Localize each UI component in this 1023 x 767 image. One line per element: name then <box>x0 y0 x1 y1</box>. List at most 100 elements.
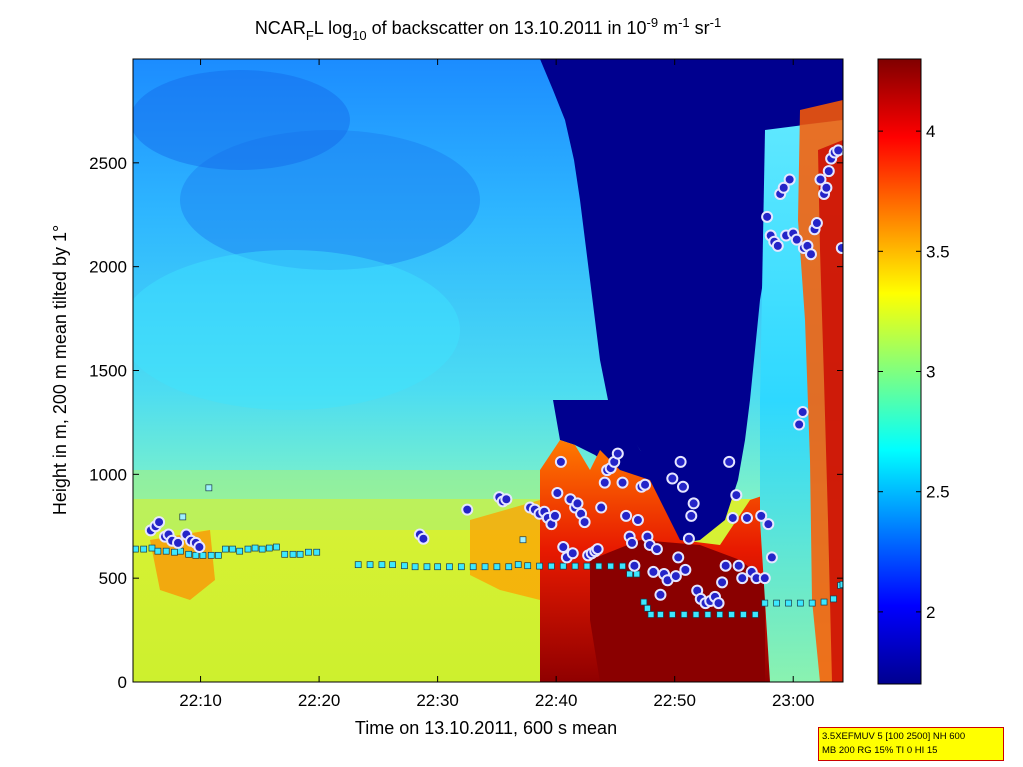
layer-height-marker <box>830 595 837 603</box>
cloud-base-marker <box>598 476 611 489</box>
cloud-base-marker <box>548 509 561 522</box>
layer-height-marker <box>423 563 431 571</box>
y-axis-label: Height in m, 200 m mean tilted by 1° <box>50 225 70 515</box>
cloud-base-marker <box>723 455 736 468</box>
layer-height-marker <box>148 544 156 552</box>
layer-height-marker <box>171 548 178 556</box>
cloud-base-marker <box>765 551 778 564</box>
layer-height-marker <box>839 581 843 588</box>
layer-height-marker <box>524 562 532 570</box>
cloud-base-marker <box>736 572 749 585</box>
cloud-base-marker <box>654 588 667 601</box>
cloud-base-marker <box>679 563 692 576</box>
layer-height-marker <box>273 543 280 551</box>
cloud-base-marker <box>761 210 774 223</box>
colorbar-tick-label: 2 <box>926 603 935 622</box>
layer-height-marker <box>177 547 184 555</box>
colorbar-tick-label: 3 <box>926 363 935 382</box>
layer-height-marker <box>265 544 273 552</box>
layer-height-marker <box>411 563 419 571</box>
cloud-base-marker <box>153 516 166 529</box>
layer-height-marker <box>808 599 816 607</box>
chart-title: NCARFL log10 of backscatter on 13.10.201… <box>255 15 721 43</box>
layer-height-marker <box>595 562 603 570</box>
layer-height-marker <box>185 550 193 558</box>
colorbar-axis: 2 2.5 3 3.5 4 <box>878 122 950 622</box>
cloud-base-marker <box>685 509 698 522</box>
cloud-base-marker <box>758 572 771 585</box>
layer-height-marker <box>536 562 543 570</box>
x-tick-label: 22:10 <box>179 691 222 710</box>
y-axis: 0 500 1000 1500 2000 2500 <box>89 154 843 692</box>
field-right-red-plume-core <box>818 140 843 682</box>
cloud-base-marker <box>672 551 685 564</box>
layer-height-marker <box>258 545 266 553</box>
x-tick-label: 22:30 <box>416 691 459 710</box>
cloud-base-marker <box>804 248 817 261</box>
cloud-base-marker <box>639 478 652 491</box>
cloud-base-marker <box>611 447 624 460</box>
layer-height-marker <box>571 562 579 570</box>
layer-height-marker <box>296 550 304 558</box>
colorbar-tick-label: 2.5 <box>926 483 950 502</box>
field-cyan-patch <box>133 250 460 410</box>
field-orange-lower <box>470 500 540 600</box>
isolated-height-marker <box>519 536 527 544</box>
layer-height-marker <box>626 570 633 578</box>
layer-height-marker <box>229 545 236 553</box>
settings-info-box: 3.5XEFMUV 5 [100 2500] NH 600 MB 200 RG … <box>818 727 1004 761</box>
layer-height-marker <box>583 562 591 570</box>
cloud-base-marker <box>730 489 743 502</box>
layer-height-marker <box>657 611 664 618</box>
isolated-height-marker <box>205 484 213 492</box>
cloud-base-marker <box>682 532 695 545</box>
layer-height-marker <box>820 598 828 606</box>
cloud-base-marker <box>793 418 806 431</box>
cloud-base-marker <box>566 547 579 560</box>
cloud-base-marker <box>712 597 725 610</box>
x-tick-label: 22:40 <box>535 691 578 710</box>
layer-height-marker <box>647 611 655 618</box>
layer-height-marker <box>728 611 735 618</box>
cloud-base-marker <box>832 144 843 157</box>
layer-height-marker <box>785 599 792 607</box>
layer-height-marker <box>162 547 170 555</box>
backscatter-field <box>133 59 843 682</box>
cloud-base-marker <box>771 239 784 252</box>
layer-height-marker <box>207 551 215 559</box>
layer-height-marker <box>378 561 386 569</box>
cloud-base-marker <box>631 514 644 527</box>
field-blue-patch <box>180 130 480 270</box>
layer-height-marker <box>133 545 139 553</box>
layer-height-marker <box>313 548 321 556</box>
cloud-base-marker <box>193 541 206 554</box>
layer-height-marker <box>761 599 769 607</box>
cloud-base-marker <box>726 511 739 524</box>
y-tick-label: 1000 <box>89 465 127 484</box>
cloud-base-marker <box>500 493 513 506</box>
y-tick-label: 1500 <box>89 362 127 381</box>
cloud-base-marker <box>755 509 768 522</box>
layer-height-marker <box>640 598 648 606</box>
layer-height-marker <box>236 547 244 555</box>
layer-height-marker <box>751 611 759 618</box>
layer-height-marker <box>244 545 252 553</box>
layer-height-marker <box>214 551 222 559</box>
cloud-base-marker <box>571 497 584 510</box>
cloud-base-marker <box>554 455 567 468</box>
layer-height-marker <box>469 563 477 571</box>
cloud-base-marker <box>719 559 732 572</box>
layer-height-marker <box>289 550 297 558</box>
layer-height-marker <box>434 563 441 571</box>
x-axis: 22:10 22:20 22:30 22:40 22:50 23:00 <box>179 59 814 710</box>
isolated-height-marker <box>179 513 187 521</box>
x-tick-label: 23:00 <box>772 691 815 710</box>
cloud-base-marker <box>551 487 564 500</box>
layer-height-marker <box>773 599 780 607</box>
cloud-base-marker <box>783 173 796 186</box>
cloud-base-marker <box>578 516 591 529</box>
cloud-base-marker <box>822 165 835 178</box>
cloud-base-marker <box>810 217 823 230</box>
layer-height-marker <box>281 550 289 558</box>
